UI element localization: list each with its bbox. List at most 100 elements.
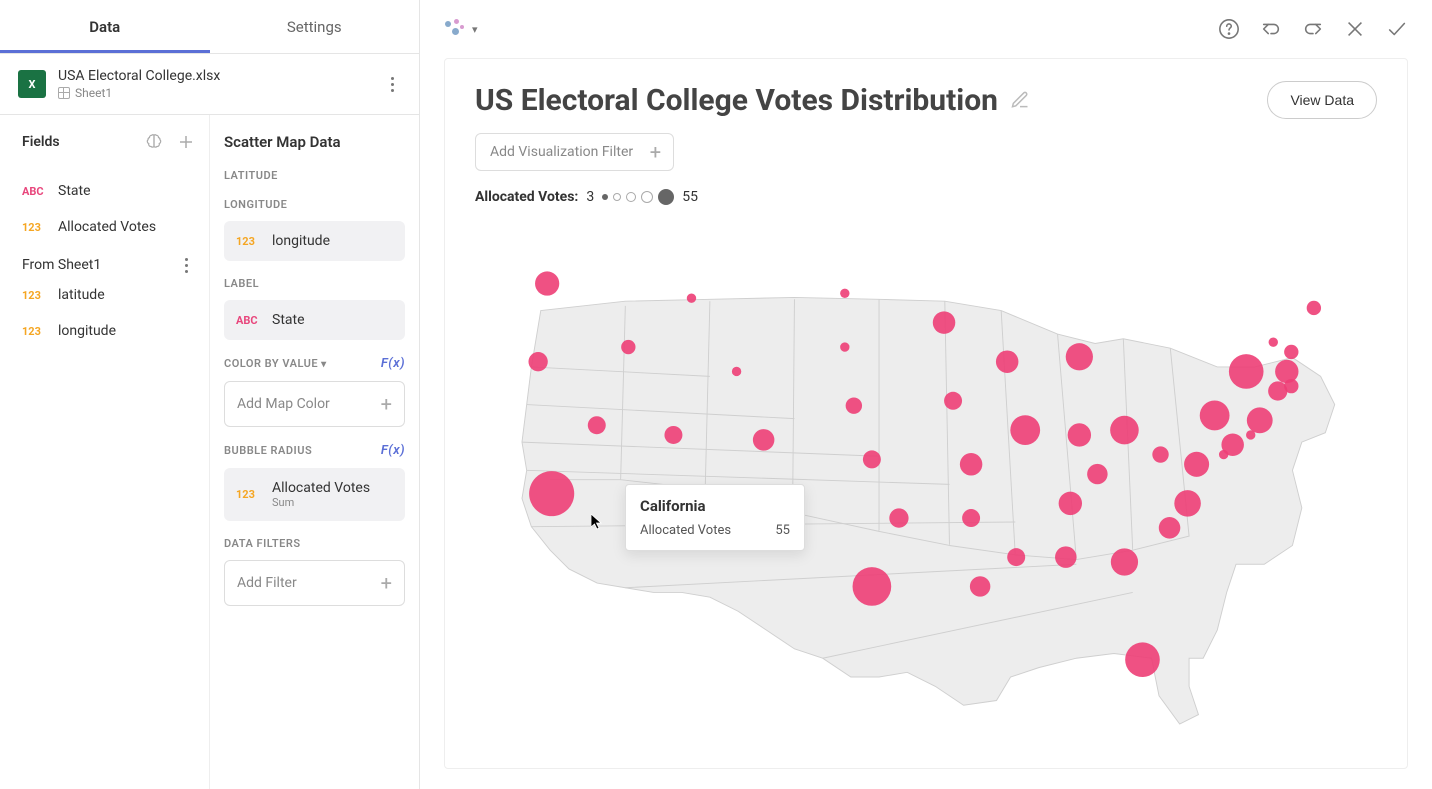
label-section-label: LABEL bbox=[224, 277, 405, 290]
add-viz-filter-button[interactable]: Add Visualization Filter + bbox=[475, 133, 674, 171]
map-bubble[interactable] bbox=[1200, 401, 1230, 431]
label-chip[interactable]: ABC State bbox=[224, 300, 405, 340]
chart-title[interactable]: US Electoral College Votes Distribution bbox=[475, 83, 998, 118]
map-bubble[interactable] bbox=[535, 271, 559, 295]
map-bubble[interactable] bbox=[863, 450, 881, 468]
field-item-longitude[interactable]: 123 longitude bbox=[22, 313, 195, 349]
map-bubble[interactable] bbox=[1275, 360, 1298, 383]
map-bubble[interactable] bbox=[1184, 452, 1209, 477]
fields-column: Fields ABC State 123 Allocated Votes Fro… bbox=[0, 115, 210, 789]
field-name: latitude bbox=[58, 287, 105, 303]
type-num-icon: 123 bbox=[22, 289, 48, 302]
field-item-latitude[interactable]: 123 latitude bbox=[22, 277, 195, 313]
map-bubble[interactable] bbox=[1087, 464, 1107, 484]
chart-canvas: US Electoral College Votes Distribution … bbox=[444, 58, 1408, 769]
map-bubble[interactable] bbox=[1110, 416, 1139, 445]
sheet-name: Sheet1 bbox=[75, 86, 112, 100]
map-bubble[interactable] bbox=[1174, 490, 1201, 517]
map-bubble[interactable] bbox=[970, 576, 990, 596]
map-bubble[interactable] bbox=[1307, 301, 1321, 315]
map-bubble[interactable] bbox=[944, 392, 962, 410]
map-bubble[interactable] bbox=[529, 471, 574, 516]
map-bubble[interactable] bbox=[1247, 407, 1273, 433]
datasource-row[interactable]: X USA Electoral College.xlsx Sheet1 bbox=[0, 54, 419, 115]
field-item-state[interactable]: ABC State bbox=[22, 173, 195, 209]
map-bubble[interactable] bbox=[1068, 423, 1091, 446]
map-bubble[interactable] bbox=[1055, 546, 1077, 568]
map-bubble[interactable] bbox=[1229, 354, 1264, 389]
map-bubble[interactable] bbox=[1010, 415, 1040, 445]
radius-chip[interactable]: 123 Allocated Votes Sum bbox=[224, 468, 405, 521]
fields-title: Fields bbox=[22, 134, 60, 150]
radius-fx-button[interactable]: F(x) bbox=[381, 443, 405, 458]
tab-data[interactable]: Data bbox=[0, 0, 210, 53]
filters-dropzone[interactable]: Add Filter + bbox=[224, 560, 405, 606]
map-bubble[interactable] bbox=[1059, 492, 1082, 515]
edit-title-icon[interactable] bbox=[1010, 90, 1030, 110]
fields-tools bbox=[145, 133, 195, 151]
map-bubble[interactable] bbox=[753, 429, 775, 451]
color-fx-button[interactable]: F(x) bbox=[381, 356, 405, 371]
tabs-bar: Data Settings bbox=[0, 0, 419, 54]
map-bubble[interactable] bbox=[853, 567, 892, 606]
size-scale bbox=[602, 189, 674, 205]
fields-section-menu[interactable] bbox=[177, 258, 195, 273]
color-section-text: COLOR BY VALUE▾ bbox=[224, 357, 327, 370]
datasource-menu-button[interactable] bbox=[383, 77, 401, 92]
map-bubble[interactable] bbox=[528, 352, 547, 371]
tab-settings[interactable]: Settings bbox=[210, 0, 420, 53]
map-area: California Allocated Votes 55 bbox=[475, 249, 1377, 748]
map-bubble[interactable] bbox=[933, 311, 955, 333]
add-field-button[interactable] bbox=[177, 133, 195, 151]
color-dropzone[interactable]: Add Map Color + bbox=[224, 381, 405, 427]
undo-icon[interactable] bbox=[1260, 18, 1282, 40]
top-toolbar: ▾ bbox=[420, 0, 1432, 58]
type-num-icon: 123 bbox=[236, 235, 262, 248]
map-bubble[interactable] bbox=[1269, 337, 1278, 346]
excel-icon: X bbox=[18, 70, 46, 98]
map-bubble[interactable] bbox=[1125, 642, 1160, 677]
map-bubble[interactable] bbox=[687, 293, 696, 302]
radius-section-text: BUBBLE RADIUS bbox=[224, 444, 312, 457]
map-bubble[interactable] bbox=[621, 340, 635, 354]
chart-type-selector[interactable]: ▾ bbox=[444, 19, 478, 39]
map-bubble[interactable] bbox=[840, 342, 849, 351]
help-icon[interactable] bbox=[1218, 18, 1240, 40]
longitude-section-label: LONGITUDE bbox=[224, 198, 405, 211]
map-bubble[interactable] bbox=[962, 509, 980, 527]
map-bubble[interactable] bbox=[1066, 343, 1093, 370]
canvas-header: US Electoral College Votes Distribution … bbox=[475, 81, 1377, 119]
map-bubble[interactable] bbox=[1219, 450, 1228, 459]
map-bubble[interactable] bbox=[840, 289, 849, 298]
longitude-chip[interactable]: 123 longitude bbox=[224, 221, 405, 261]
map-bubble[interactable] bbox=[664, 426, 682, 444]
map-bubble[interactable] bbox=[996, 350, 1018, 372]
legend-max: 55 bbox=[682, 189, 698, 205]
map-bubble[interactable] bbox=[960, 453, 982, 475]
field-name: longitude bbox=[58, 323, 116, 339]
latitude-section-label: LATITUDE bbox=[224, 169, 405, 182]
map-bubble[interactable] bbox=[889, 508, 908, 527]
legend-min: 3 bbox=[586, 189, 594, 205]
type-abc-icon: ABC bbox=[22, 185, 48, 198]
tooltip-state: California bbox=[640, 497, 790, 515]
map-bubble[interactable] bbox=[1284, 345, 1298, 359]
map-bubble[interactable] bbox=[732, 367, 741, 376]
map-bubble[interactable] bbox=[1284, 379, 1298, 393]
map-bubble[interactable] bbox=[1111, 548, 1138, 575]
config-column: Scatter Map Data LATITUDE LONGITUDE 123 … bbox=[210, 115, 419, 789]
map-bubble[interactable] bbox=[1159, 517, 1181, 539]
redo-icon[interactable] bbox=[1302, 18, 1324, 40]
datasource-filename: USA Electoral College.xlsx bbox=[58, 68, 371, 84]
map-bubble[interactable] bbox=[1246, 430, 1255, 439]
view-data-button[interactable]: View Data bbox=[1267, 81, 1377, 119]
scatter-map-icon bbox=[444, 19, 466, 39]
map-bubble[interactable] bbox=[588, 416, 606, 434]
brain-icon[interactable] bbox=[145, 133, 163, 151]
map-bubble[interactable] bbox=[1007, 548, 1025, 566]
close-icon[interactable] bbox=[1344, 18, 1366, 40]
confirm-icon[interactable] bbox=[1386, 18, 1408, 40]
map-bubble[interactable] bbox=[1152, 446, 1168, 462]
field-item-allocated-votes[interactable]: 123 Allocated Votes bbox=[22, 209, 195, 245]
map-bubble[interactable] bbox=[846, 397, 862, 413]
